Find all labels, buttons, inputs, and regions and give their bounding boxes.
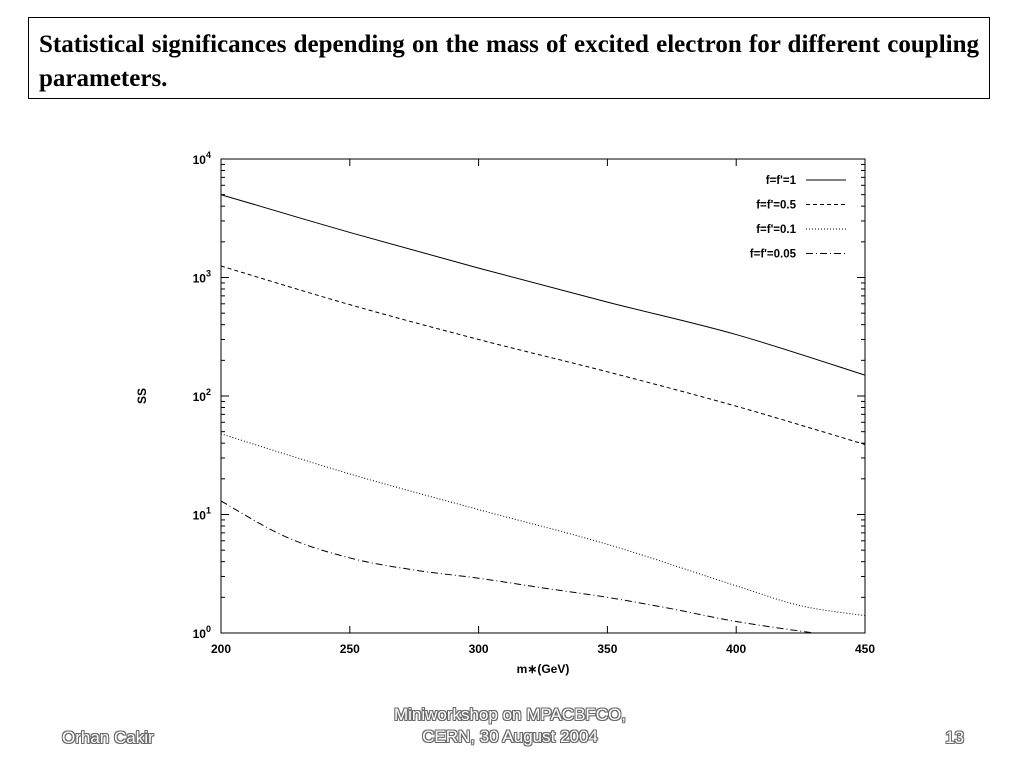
x-tick-label-300: 300 bbox=[469, 642, 489, 656]
legend-label-2: f=f'=0.1 bbox=[756, 224, 796, 236]
footer-event-line2: CERN, 30 August 2004 bbox=[422, 727, 598, 746]
page-number: 13 bbox=[945, 728, 964, 747]
legend-label-3: f=f'=0.05 bbox=[750, 249, 797, 261]
x-tick-label-400: 400 bbox=[726, 642, 746, 656]
footer-event-line1: Miniworkshop on MPACBFCO, bbox=[393, 705, 627, 724]
legend-label-1: f=f'=0.5 bbox=[756, 200, 796, 212]
slide-title: Statistical significances depending on t… bbox=[28, 17, 990, 99]
footer-author: Orhan Cakir bbox=[62, 728, 154, 747]
y-axis-label: SS bbox=[135, 388, 149, 404]
y-tick-label-3: 103 bbox=[193, 269, 211, 286]
x-axis-label: m∗(GeV) bbox=[517, 662, 570, 676]
x-tick-label-200: 200 bbox=[211, 642, 231, 656]
y-tick-label-1: 101 bbox=[193, 506, 211, 523]
x-tick-label-350: 350 bbox=[597, 642, 617, 656]
legend-label-0: f=f'=1 bbox=[766, 175, 797, 187]
x-tick-label-250: 250 bbox=[340, 642, 360, 656]
plot-series bbox=[221, 194, 865, 633]
y-tick-label-0: 100 bbox=[193, 624, 211, 641]
footer-event: Miniworkshop on MPACBFCO, CERN, 30 Augus… bbox=[330, 704, 690, 748]
chart-legend: f=f'=1 f=f'=0.5 f=f'=0.1 f=f'=0.05 bbox=[750, 175, 846, 261]
plot-axes: 200 250 300 350 400 450 100 101 102 103 104 m∗(GeV)… bbox=[135, 150, 875, 676]
y-tick-label-4: 104 bbox=[193, 150, 211, 167]
series-line-0 bbox=[221, 194, 865, 376]
series-line-2 bbox=[221, 433, 865, 617]
series-line-3 bbox=[221, 500, 814, 633]
x-tick-label-450: 450 bbox=[855, 642, 875, 656]
y-tick-label-2: 102 bbox=[193, 387, 211, 404]
series-line-1 bbox=[221, 265, 865, 445]
